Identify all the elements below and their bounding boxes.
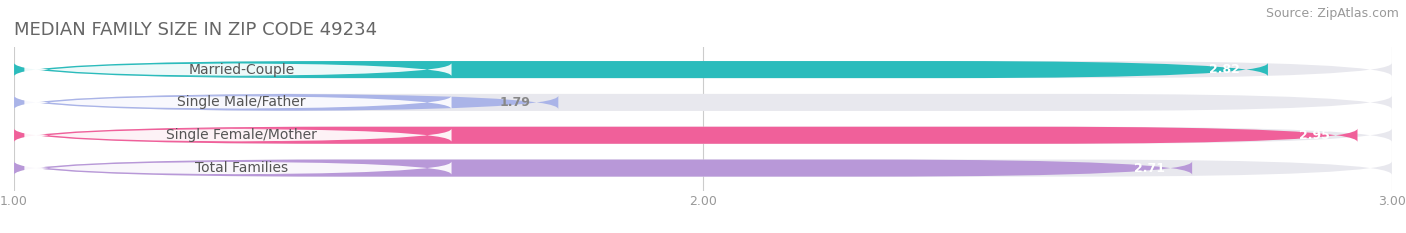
FancyBboxPatch shape [14,160,1392,177]
FancyBboxPatch shape [24,129,451,142]
FancyBboxPatch shape [14,160,1192,177]
FancyBboxPatch shape [24,63,451,76]
FancyBboxPatch shape [14,61,1392,78]
Text: Single Female/Mother: Single Female/Mother [166,128,316,142]
Text: 2.95: 2.95 [1299,129,1330,142]
FancyBboxPatch shape [14,61,1268,78]
Text: Single Male/Father: Single Male/Father [177,96,305,110]
FancyBboxPatch shape [14,127,1358,144]
FancyBboxPatch shape [14,94,1392,111]
Text: MEDIAN FAMILY SIZE IN ZIP CODE 49234: MEDIAN FAMILY SIZE IN ZIP CODE 49234 [14,21,377,39]
Text: Married-Couple: Married-Couple [188,63,294,77]
Text: Source: ZipAtlas.com: Source: ZipAtlas.com [1265,7,1399,20]
Text: 1.79: 1.79 [501,96,530,109]
FancyBboxPatch shape [24,96,451,109]
Text: 2.71: 2.71 [1133,161,1164,175]
Text: 2.82: 2.82 [1209,63,1240,76]
FancyBboxPatch shape [24,161,451,175]
FancyBboxPatch shape [14,127,1392,144]
FancyBboxPatch shape [14,94,558,111]
Text: Total Families: Total Families [195,161,288,175]
